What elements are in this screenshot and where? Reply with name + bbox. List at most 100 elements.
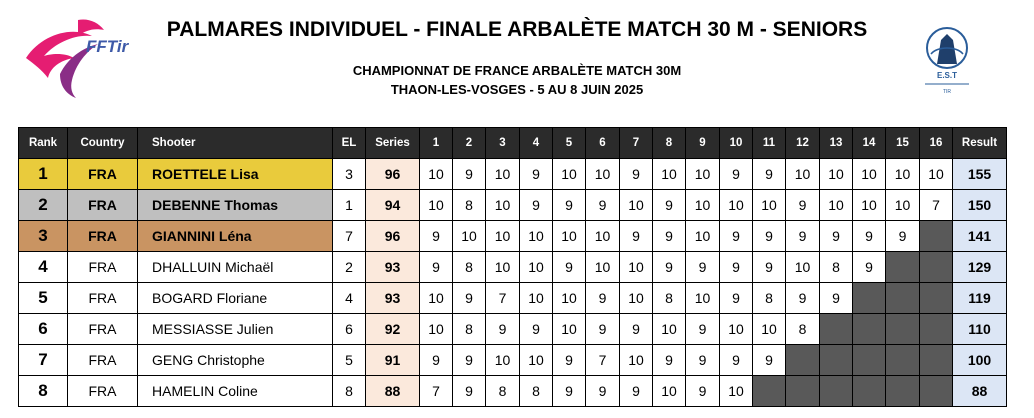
header-15: 15 <box>885 127 920 159</box>
header-13: 13 <box>819 127 853 159</box>
series-cell: 94 <box>365 189 420 221</box>
empty-shot-cell <box>785 375 820 407</box>
header-1: 1 <box>419 127 453 159</box>
shot-cell: 9 <box>552 344 586 376</box>
shot-cell: 10 <box>685 220 720 252</box>
shot-cell: 10 <box>752 189 786 221</box>
shot-cell: 9 <box>819 282 853 314</box>
shot-cell: 9 <box>519 189 553 221</box>
shot-cell: 8 <box>452 251 486 283</box>
shot-cell: 9 <box>652 189 686 221</box>
shot-cell: 7 <box>919 189 953 221</box>
shot-cell: 10 <box>485 344 520 376</box>
shot-cell: 10 <box>552 158 586 190</box>
rank-cell: 3 <box>18 220 68 252</box>
shot-cell: 10 <box>752 313 786 345</box>
shot-cell: 10 <box>652 313 686 345</box>
empty-shot-cell <box>885 251 920 283</box>
shot-cell: 10 <box>419 158 453 190</box>
country-cell: FRA <box>67 375 138 407</box>
shot-cell: 9 <box>752 251 786 283</box>
el-cell: 5 <box>332 344 366 376</box>
shot-cell: 9 <box>719 251 753 283</box>
shot-cell: 9 <box>752 220 786 252</box>
shot-cell: 10 <box>619 282 653 314</box>
empty-shot-cell <box>819 375 853 407</box>
shot-cell: 9 <box>552 189 586 221</box>
header-14: 14 <box>852 127 886 159</box>
header-5: 5 <box>552 127 586 159</box>
el-cell: 1 <box>332 189 366 221</box>
shot-cell: 10 <box>485 220 520 252</box>
country-cell: FRA <box>67 220 138 252</box>
series-cell: 88 <box>365 375 420 407</box>
shot-cell: 10 <box>552 282 586 314</box>
shot-cell: 10 <box>852 158 886 190</box>
rank-cell: 2 <box>18 189 68 221</box>
shot-cell: 9 <box>585 375 620 407</box>
est-logo-small: TIR <box>943 89 951 95</box>
result-cell: 155 <box>952 158 1007 190</box>
shot-cell: 9 <box>652 344 686 376</box>
header-2: 2 <box>452 127 486 159</box>
rank-cell: 6 <box>18 313 68 345</box>
shooter-name: BOGARD Floriane <box>137 282 333 314</box>
shot-cell: 8 <box>785 313 820 345</box>
result-cell: 119 <box>952 282 1007 314</box>
series-cell: 91 <box>365 344 420 376</box>
empty-shot-cell <box>919 220 953 252</box>
empty-shot-cell <box>885 375 920 407</box>
country-cell: FRA <box>67 251 138 283</box>
header-9: 9 <box>685 127 720 159</box>
rank-cell: 8 <box>18 375 68 407</box>
shot-cell: 10 <box>552 313 586 345</box>
header-el: EL <box>332 127 366 159</box>
shot-cell: 9 <box>452 375 486 407</box>
shot-cell: 10 <box>819 158 853 190</box>
shot-cell: 8 <box>452 189 486 221</box>
shot-cell: 9 <box>719 344 753 376</box>
shot-cell: 10 <box>419 189 453 221</box>
empty-shot-cell <box>819 313 853 345</box>
country-cell: FRA <box>67 282 138 314</box>
empty-shot-cell <box>785 344 820 376</box>
empty-shot-cell <box>885 313 920 345</box>
result-cell: 129 <box>952 251 1007 283</box>
rank-cell: 5 <box>18 282 68 314</box>
shooter-name: MESSIASSE Julien <box>137 313 333 345</box>
result-cell: 150 <box>952 189 1007 221</box>
rank-cell: 4 <box>18 251 68 283</box>
empty-shot-cell <box>852 344 886 376</box>
shot-cell: 10 <box>485 251 520 283</box>
est-logo-text: E.S.T <box>937 71 957 80</box>
header-country: Country <box>67 127 138 159</box>
championship-name: CHAMPIONNAT DE FRANCE ARBALÈTE MATCH 30M <box>352 63 682 78</box>
shot-cell: 10 <box>519 220 553 252</box>
shot-cell: 8 <box>652 282 686 314</box>
shot-cell: 9 <box>685 251 720 283</box>
shot-cell: 10 <box>619 189 653 221</box>
series-cell: 92 <box>365 313 420 345</box>
shot-cell: 9 <box>585 282 620 314</box>
empty-shot-cell <box>919 313 953 345</box>
shot-cell: 9 <box>452 344 486 376</box>
table-row: 8 FRA HAMELIN Coline 8 88 7 9 8 8 9 9 9 10 9 10 88 <box>18 375 1007 407</box>
results-table: Rank Country Shooter EL Series 1 2 3 4 5 6 7 8 9 10 11 1… <box>18 127 1007 407</box>
shot-cell: 9 <box>785 189 820 221</box>
shot-cell: 9 <box>519 158 553 190</box>
header-series: Series <box>365 127 420 159</box>
header-3: 3 <box>485 127 520 159</box>
est-tir-logo: E.S.T TIR <box>925 27 969 95</box>
shot-cell: 8 <box>452 313 486 345</box>
header-rank: Rank <box>18 127 68 159</box>
shot-cell: 9 <box>619 313 653 345</box>
shot-cell: 8 <box>485 375 520 407</box>
shooter-name: DEBENNE Thomas <box>137 189 333 221</box>
empty-shot-cell <box>919 282 953 314</box>
shot-cell: 10 <box>919 158 953 190</box>
shot-cell: 10 <box>419 313 453 345</box>
shot-cell: 9 <box>585 189 620 221</box>
shot-cell: 9 <box>852 251 886 283</box>
empty-shot-cell <box>919 251 953 283</box>
result-cell: 110 <box>952 313 1007 345</box>
